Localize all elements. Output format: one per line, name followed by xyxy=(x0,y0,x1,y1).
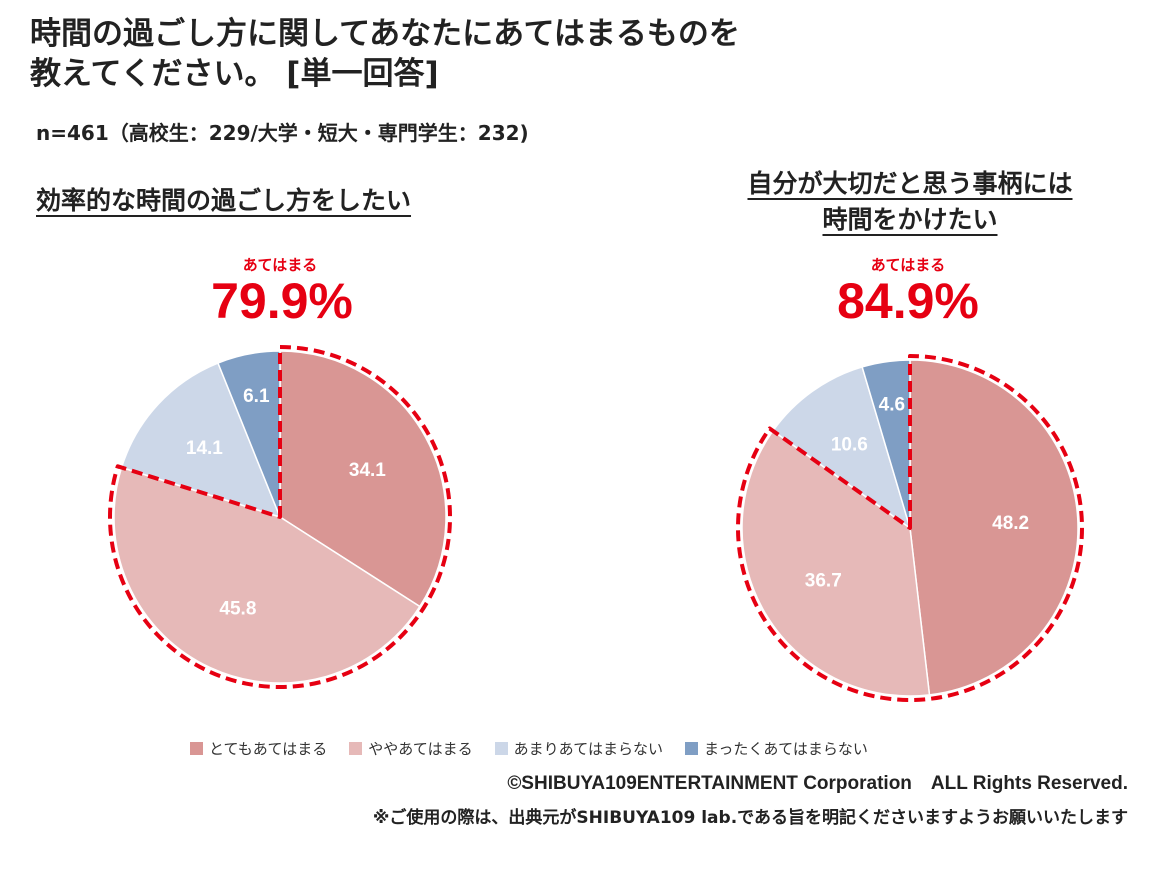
legend-swatch-not-much xyxy=(494,742,508,755)
pie1-slice-strong xyxy=(279,350,447,608)
title-line-2: 教えてください。 [単一回答] xyxy=(30,56,439,92)
legend: とてもあてはまる ややあてはまる あまりあてはまらない まったくあてはまらない xyxy=(190,738,868,759)
pie2-slice-not-much xyxy=(771,366,912,530)
legend-item-strong: とてもあてはまる xyxy=(190,738,327,759)
pie1-value-label-strong: 34.1 xyxy=(349,460,386,481)
legend-swatch-not-at-all xyxy=(685,742,699,755)
pie2-highlight-value: 84.9% xyxy=(837,273,979,329)
pie2-highlight-outline xyxy=(736,354,1084,702)
legend-label-strong: とてもあてはまる xyxy=(209,740,328,758)
pie2-title: 自分が大切だと思う事柄には 時間をかけたい xyxy=(660,166,1160,238)
title-line-1: 時間の過ごし方に関してあなたにあてはまるものを xyxy=(30,16,740,52)
pie1-highlight-label: あてはまる xyxy=(242,256,318,274)
legend-swatch-somewhat xyxy=(349,742,363,755)
legend-label-not-much: あまりあてはまらない xyxy=(513,740,664,758)
legend-item-not-at-all: まったくあてはまらない xyxy=(685,738,868,759)
sample-size: n=461（高校生：229/大学・短大・専門学生：232) xyxy=(36,121,529,145)
legend-label-not-at-all: まったくあてはまらない xyxy=(704,740,868,758)
pie2-value-label-somewhat: 36.7 xyxy=(805,570,842,591)
pie2-slice-not-at-all xyxy=(861,359,911,529)
legend-label-somewhat: ややあてはまる xyxy=(368,740,473,758)
pie2-value-label-strong: 48.2 xyxy=(992,513,1029,534)
pie1-value-label-somewhat: 45.8 xyxy=(219,598,256,619)
pie1-slice-somewhat xyxy=(113,466,421,684)
pie2-title-line-2: 時間をかけたい xyxy=(822,205,998,234)
pie2-highlight-label: あてはまる xyxy=(870,256,946,274)
pie1-value-label-not-much: 14.1 xyxy=(186,438,223,459)
pie1-highlight-value: 79.9% xyxy=(211,273,353,329)
pie2-value-label-not-much: 10.6 xyxy=(831,434,868,455)
pie1-slice-not-much xyxy=(120,362,282,519)
legend-swatch-strong xyxy=(190,742,203,755)
pie2-slice-somewhat xyxy=(741,429,931,697)
usage-note: ※ご使用の際は、出典元がSHIBUYA109 lab.である旨を明記くださいます… xyxy=(372,808,1128,828)
pie2-title-line-1: 自分が大切だと思う事柄には xyxy=(747,169,1073,198)
pie2-slice-strong xyxy=(909,359,1079,696)
legend-item-not-much: あまりあてはまらない xyxy=(494,738,664,759)
pie2-value-label-not-at-all: 4.6 xyxy=(879,394,905,415)
pie1-highlight-outline xyxy=(108,345,452,689)
copyright: ©SHIBUYA109ENTERTAINMENT Corporation ALL… xyxy=(507,773,1128,794)
pie1-value-label-not-at-all: 6.1 xyxy=(243,386,270,407)
chart-title: 時間の過ごし方に関してあなたにあてはまるものを 教えてください。 [単一回答] xyxy=(30,14,1030,94)
legend-item-somewhat: ややあてはまる xyxy=(349,738,473,759)
pie1-title: 効率的な時間の過ごし方をしたい xyxy=(36,186,412,215)
pie1-slice-not-at-all xyxy=(217,350,281,518)
